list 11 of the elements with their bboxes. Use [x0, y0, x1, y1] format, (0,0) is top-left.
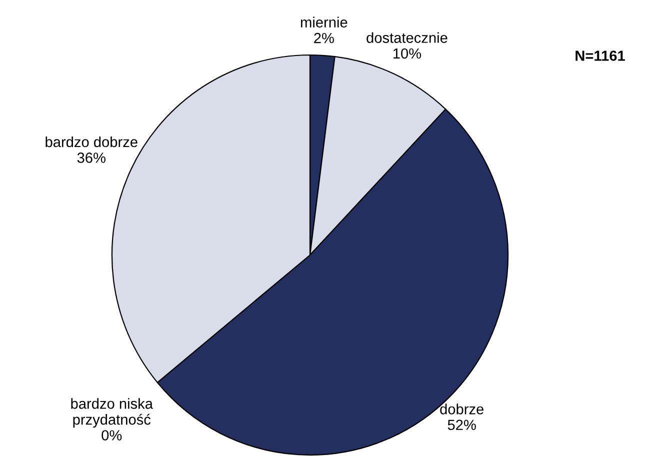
slice-label: bardzo dobrze	[46, 136, 138, 148]
text: 0%	[102, 430, 122, 440]
slice-label: miernie	[300, 16, 348, 28]
category-label: bardzo niska przydatność	[71, 398, 153, 428]
text: N=1161	[576, 50, 625, 61]
data-label: 10%	[393, 48, 422, 59]
slice-label: dobrze	[440, 404, 484, 414]
data-label: 52%	[448, 420, 476, 430]
slice-label: dostatecznie	[366, 32, 448, 43]
data-label: 36%	[77, 152, 106, 163]
data-label: 2%	[314, 32, 334, 44]
